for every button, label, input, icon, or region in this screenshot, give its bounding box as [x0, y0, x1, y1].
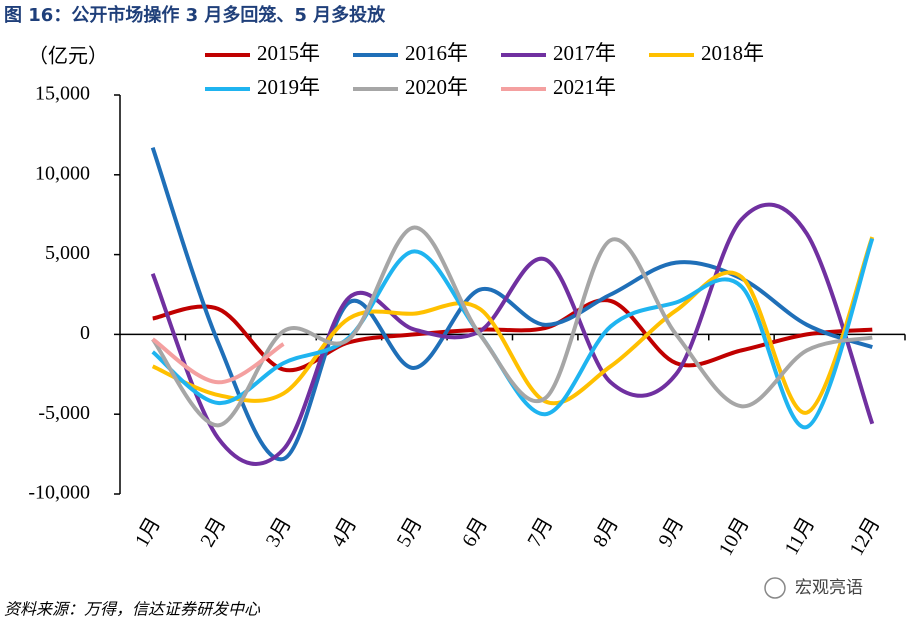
chart-title: 图 16：公开市场操作 3 月多回笼、5 月多投放	[4, 4, 386, 26]
x-tick-label: 4月	[327, 514, 361, 551]
x-tick-label: 9月	[654, 514, 688, 551]
x-tick-label: 10月	[715, 514, 754, 560]
x-tick-label: 3月	[262, 514, 296, 551]
legend-label: 2016年	[405, 41, 468, 65]
series-line	[150, 147, 873, 462]
x-tick-label: 11月	[780, 514, 819, 559]
series-line	[152, 298, 873, 373]
y-tick-label: 10,000	[35, 162, 90, 184]
y-tick-label: -10,000	[28, 482, 90, 504]
x-tick-label: 7月	[523, 514, 557, 551]
legend-label: 2019年	[257, 75, 320, 99]
series-line	[150, 202, 875, 466]
watermark-icon	[764, 577, 786, 599]
x-tick-label: 2月	[196, 514, 230, 551]
legend-label: 2020年	[405, 75, 468, 99]
series-line	[151, 225, 873, 428]
y-tick-label: 5,000	[45, 242, 90, 264]
watermark: 宏观亮语	[795, 578, 863, 598]
y-tick-label: -5,000	[38, 402, 90, 424]
series-line	[151, 237, 875, 429]
legend-label: 2015年	[257, 41, 320, 65]
x-tick-label: 8月	[589, 514, 623, 551]
legend-label: 2018年	[701, 41, 764, 65]
legend-label: 2021年	[553, 75, 616, 99]
y-tick-label: 15,000	[35, 83, 90, 105]
source: 资料来源：万得，信达证券研发中心	[4, 600, 261, 619]
x-tick-label: 1月	[131, 514, 165, 551]
x-tick-label: 5月	[393, 514, 427, 551]
x-tick-label: 12月	[846, 514, 885, 560]
x-tick-label: 6月	[458, 514, 492, 551]
legend-label: 2017年	[553, 41, 616, 65]
y-tick-label: 0	[80, 322, 90, 344]
y-axis-label: （亿元）	[28, 45, 108, 68]
series-line	[151, 337, 285, 385]
